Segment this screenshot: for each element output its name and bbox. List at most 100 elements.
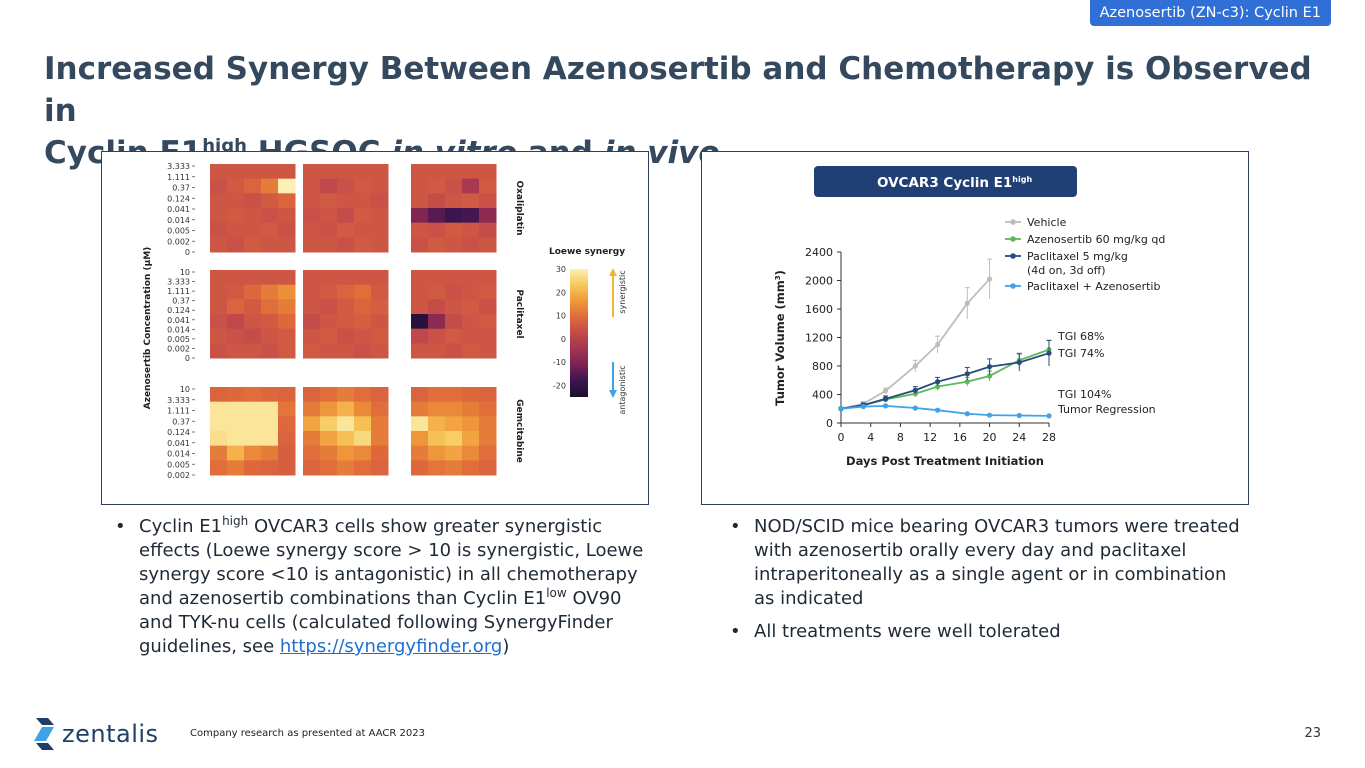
heatmap-cell <box>210 284 228 300</box>
heatmap-cell <box>261 208 279 224</box>
heatmap-cell <box>479 208 497 224</box>
heatmap-cell <box>261 237 279 253</box>
heatmap-cell <box>244 445 262 461</box>
x-tick-label: 4 <box>867 431 874 444</box>
heatmap-cell <box>462 387 480 403</box>
heatmap-cell <box>244 222 262 238</box>
y-tick-label: 0 <box>826 417 833 430</box>
heatmap-cell <box>337 284 355 300</box>
heatmap-cell <box>371 299 389 315</box>
heatmap-ytick-label: 0.37 <box>172 184 190 193</box>
heatmap-cell <box>354 431 372 447</box>
y-tick-label: 2000 <box>805 275 833 288</box>
heatmap-cell <box>337 237 355 253</box>
heatmap-cell <box>479 299 497 315</box>
heatmap-cell <box>244 314 262 330</box>
heatmap-cell <box>320 343 338 359</box>
data-point <box>1046 350 1052 356</box>
heatmap-cell <box>371 314 389 330</box>
heatmap-cell <box>210 416 228 432</box>
heatmap-cell <box>303 299 321 315</box>
heatmap-cell <box>210 178 228 194</box>
heatmap-cell <box>428 401 446 417</box>
heatmap-cell <box>261 431 279 447</box>
heatmap-cell <box>227 387 245 403</box>
heatmap-cell <box>244 416 262 432</box>
heatmap-cell <box>337 431 355 447</box>
title-line-1: Increased Synergy Between Azenosertib an… <box>44 51 1312 129</box>
heatmap-cell <box>445 445 463 461</box>
legend-label: Paclitaxel + Azenosertib <box>1027 280 1160 293</box>
heatmap-cell <box>371 164 389 180</box>
heatmap-cell <box>210 222 228 238</box>
heatmap-cell <box>462 445 480 461</box>
heatmap-cell <box>445 387 463 403</box>
heatmap-cell <box>337 193 355 209</box>
chart-title-box <box>814 166 1077 197</box>
heatmap-cell <box>244 299 262 315</box>
heatmap-cell <box>261 460 279 476</box>
tumor-volume-panel: OVCAR3 Cyclin E1high 0 400 800 1200 1600 2000 2… <box>701 151 1249 505</box>
heatmap-cell <box>320 445 338 461</box>
heatmap-cell <box>261 164 279 180</box>
heatmap-cell <box>354 343 372 359</box>
heatmap-cell <box>227 164 245 180</box>
heatmap-cell <box>244 328 262 344</box>
heatmap-cell <box>227 460 245 476</box>
data-point <box>912 363 918 369</box>
heatmap-cell <box>428 299 446 315</box>
heatmap-cell <box>354 208 372 224</box>
heatmap-cell <box>371 401 389 417</box>
heatmap-ytick-label: 0 <box>185 248 190 257</box>
heatmap-cell <box>303 416 321 432</box>
heatmap-ytick-label: 0.005 <box>167 227 190 236</box>
heatmap-cell <box>210 270 228 286</box>
heatmap-cell <box>303 178 321 194</box>
data-point <box>882 396 889 402</box>
x-tick-label: 8 <box>897 431 904 444</box>
list-item: All treatments were well tolerated <box>730 620 1250 644</box>
heatmap-cell <box>278 343 296 359</box>
heatmap-cell <box>354 237 372 253</box>
heatmap-grid <box>210 387 296 476</box>
y-tick-label: 400 <box>812 389 833 402</box>
heatmap-cell <box>411 193 429 209</box>
synergy-heatmap: 3.3331.1110.370.1240.0410.0140.0050.0020… <box>143 162 627 480</box>
heatmap-cell <box>479 237 497 253</box>
heatmap-cell <box>479 270 497 286</box>
heatmap-cell <box>428 343 446 359</box>
tgi-annotation: TGI 74% <box>1057 347 1104 360</box>
heatmap-cell <box>337 343 355 359</box>
heatmap-cell <box>479 445 497 461</box>
colorbar-tick-label: 10 <box>556 312 566 321</box>
heatmap-cell <box>354 164 372 180</box>
heatmap-ytick-label: 0.005 <box>167 460 190 469</box>
heatmap-cell <box>320 460 338 476</box>
heatmap-cell <box>411 431 429 447</box>
synergyfinder-link[interactable]: https://synergyfinder.org <box>279 636 503 657</box>
heatmap-cell <box>428 314 446 330</box>
heatmap-ytick-label: 3.333 <box>167 396 190 405</box>
heatmap-cell <box>445 222 463 238</box>
antagonistic-label: antagonistic <box>618 365 627 414</box>
heatmap-cell <box>261 299 279 315</box>
heatmap-cell <box>278 460 296 476</box>
legend-label: Paclitaxel 5 mg/kg <box>1027 250 1128 263</box>
heatmap-ytick-label: 0.124 <box>167 194 190 203</box>
heatmap-cell <box>227 328 245 344</box>
heatmap-cell <box>354 299 372 315</box>
heatmap-cell <box>227 208 245 224</box>
heatmap-cell <box>445 164 463 180</box>
heatmap-cell <box>210 314 228 330</box>
tgi-annotation: TGI 104% <box>1057 388 1111 401</box>
heatmap-ytick-label: 0.37 <box>172 417 190 426</box>
heatmap-cell <box>411 328 429 344</box>
heatmap-ytick-label: 0.002 <box>167 471 190 480</box>
heatmap-row-label: Paclitaxel <box>514 289 524 338</box>
heatmap-cell <box>227 445 245 461</box>
heatmap-cell <box>337 416 355 432</box>
heatmap-cell <box>278 222 296 238</box>
heatmap-cell <box>354 314 372 330</box>
x-tick-label: 24 <box>1012 431 1026 444</box>
heatmap-cell <box>261 284 279 300</box>
